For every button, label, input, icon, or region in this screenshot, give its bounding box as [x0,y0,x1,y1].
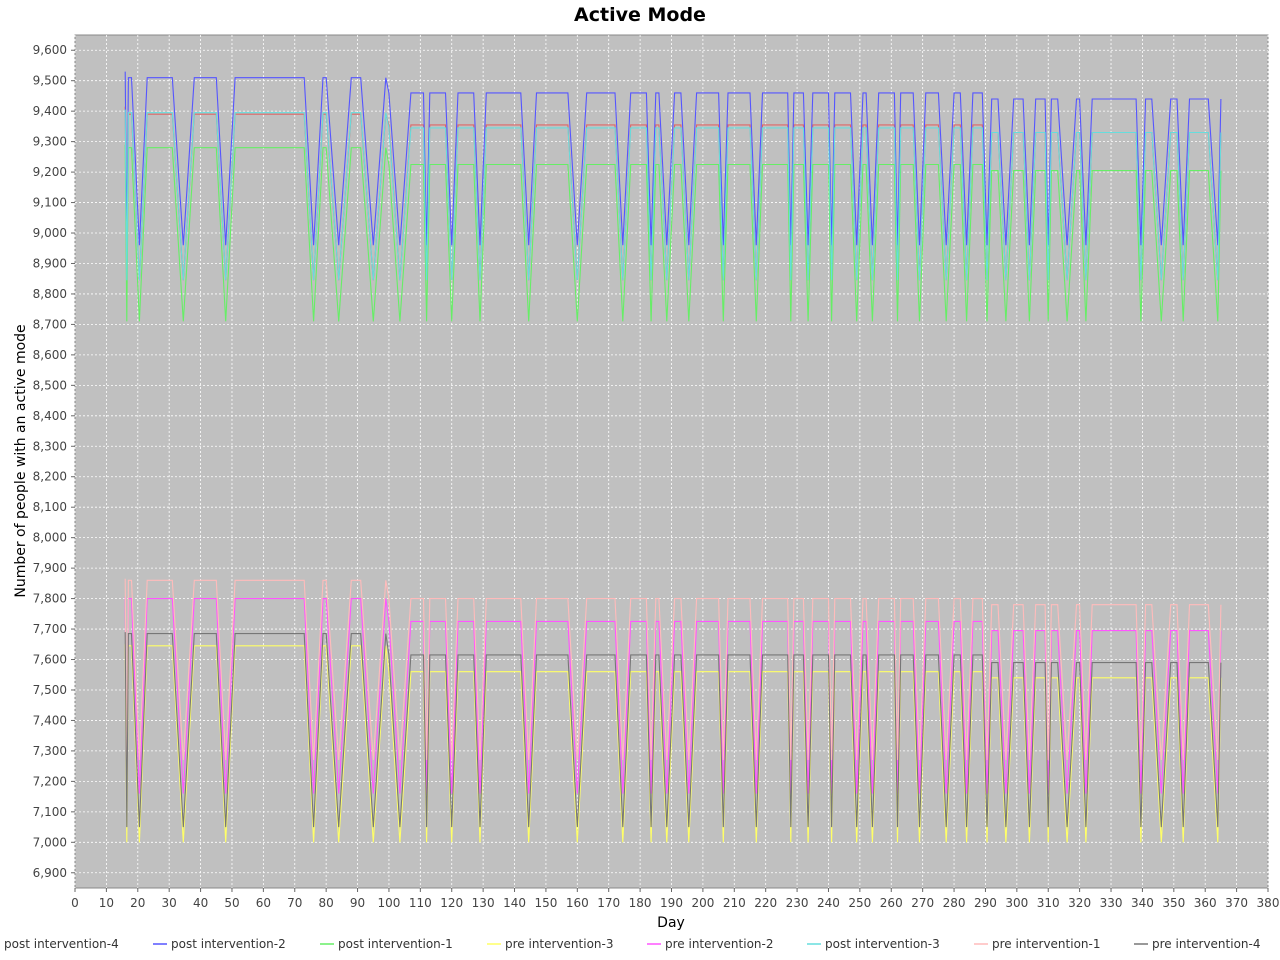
x-tick-label: 110 [409,896,432,910]
x-tick-label: 210 [723,896,746,910]
legend-item-post-intervention-1: post intervention-1 [320,937,453,951]
y-tick-label: 8,300 [33,439,67,453]
series-lines [124,71,1222,843]
x-tick-label: 240 [817,896,840,910]
series-line-pre-intervention-2 [124,597,1222,794]
series-line-post-intervention-3 [124,109,1222,281]
y-tick-label: 7,600 [33,653,67,667]
x-tick-label: 190 [660,896,683,910]
legend-label: post intervention-3 [825,937,940,951]
legend: post intervention-4 post intervention-2 po… [4,937,1261,951]
x-tick-label: 290 [974,896,997,910]
x-tick-label: 350 [1162,896,1185,910]
x-tick-label: 330 [1100,896,1123,910]
y-tick-label: 9,000 [33,226,67,240]
x-tick-label: 320 [1068,896,1091,910]
y-tick-label: 7,000 [33,835,67,849]
legend-label: post intervention-2 [171,937,286,951]
legend-label: pre intervention-2 [665,937,774,951]
y-tick-label: 7,100 [33,805,67,819]
y-tick-label: 8,900 [33,256,67,270]
legend-label: post intervention-1 [338,937,453,951]
x-tick-label: 0 [71,896,79,910]
y-tick-label: 6,900 [33,866,67,880]
x-tick-label: 360 [1194,896,1217,910]
x-tick-label: 230 [786,896,809,910]
x-tick-label: 280 [943,896,966,910]
x-tick-label: 300 [1005,896,1028,910]
chart-title: Active Mode [574,4,706,26]
x-tick-label: 10 [99,896,114,910]
y-tick-label: 8,000 [33,531,67,545]
legend-item-post-intervention-4: post intervention-4 [4,937,119,951]
y-tick-label: 7,200 [33,774,67,788]
y-tick-label: 8,500 [33,378,67,392]
y-tick-label: 9,100 [33,196,67,210]
x-tick-label: 270 [911,896,934,910]
legend-item-pre-intervention-3: pre intervention-3 [487,937,614,951]
series-line-pre-intervention-4 [124,632,1222,828]
y-tick-label: 8,400 [33,409,67,423]
y-axis-label: Number of people with an active mode [13,324,29,597]
x-tick-label: 170 [597,896,620,910]
legend-item-pre-intervention-1: pre intervention-1 [974,937,1101,951]
series-line-pre-intervention-1 [124,578,1222,761]
x-axis-label: Day [657,915,685,931]
y-tick-label: 8,600 [33,348,67,362]
x-tick-label: 260 [880,896,903,910]
series-line-post-intervention-2 [124,71,1222,246]
x-tick-label: 340 [1131,896,1154,910]
x-tick-label: 160 [566,896,589,910]
y-tick-label: 7,500 [33,683,67,697]
x-tick-label: 30 [162,896,177,910]
x-tick-label: 100 [377,896,400,910]
y-tick-label: 7,800 [33,592,67,606]
x-tick-label: 200 [691,896,714,910]
series-line-post-intervention-1 [124,144,1222,322]
y-tick-label: 8,700 [33,317,67,331]
x-tick-label: 50 [224,896,239,910]
legend-label: pre intervention-4 [1152,937,1261,951]
y-tick-label: 9,500 [33,74,67,88]
x-tick-label: 20 [130,896,145,910]
y-tick-label: 7,900 [33,561,67,575]
x-tick-label: 310 [1037,896,1060,910]
y-tick-label: 9,300 [33,135,67,149]
axes: 0 10 20 30 40 50 60 70 80 90 100 110 120 130 140 150 160… [33,43,1280,910]
x-tick-label: 130 [472,896,495,910]
y-tick-label: 9,600 [33,43,67,57]
y-tick-label: 7,300 [33,744,67,758]
x-tick-label: 90 [350,896,365,910]
x-tick-label: 120 [440,896,463,910]
legend-item-post-intervention-2: post intervention-2 [153,937,286,951]
x-tick-label: 380 [1257,896,1280,910]
x-tick-label: 80 [319,896,334,910]
x-tick-label: 150 [534,896,557,910]
y-tick-label: 9,400 [33,104,67,118]
legend-item-post-intervention-3: post intervention-3 [807,937,940,951]
x-tick-label: 250 [848,896,871,910]
x-tick-label: 40 [193,896,208,910]
x-tick-label: 60 [256,896,271,910]
legend-label: post intervention-4 [4,937,119,951]
grid-lines [74,35,1269,888]
legend-item-pre-intervention-2: pre intervention-2 [647,937,774,951]
x-tick-label: 70 [287,896,302,910]
y-tick-label: 9,200 [33,165,67,179]
y-tick-label: 8,800 [33,287,67,301]
y-tick-label: 7,400 [33,713,67,727]
x-tick-label: 370 [1225,896,1248,910]
y-tick-label: 8,100 [33,500,67,514]
x-tick-label: 180 [629,896,652,910]
legend-item-pre-intervention-4: pre intervention-4 [1134,937,1261,951]
y-tick-label: 7,700 [33,622,67,636]
legend-label: pre intervention-3 [505,937,614,951]
y-tick-label: 8,200 [33,470,67,484]
x-tick-label: 140 [503,896,526,910]
x-tick-label: 220 [754,896,777,910]
legend-label: pre intervention-1 [992,937,1101,951]
